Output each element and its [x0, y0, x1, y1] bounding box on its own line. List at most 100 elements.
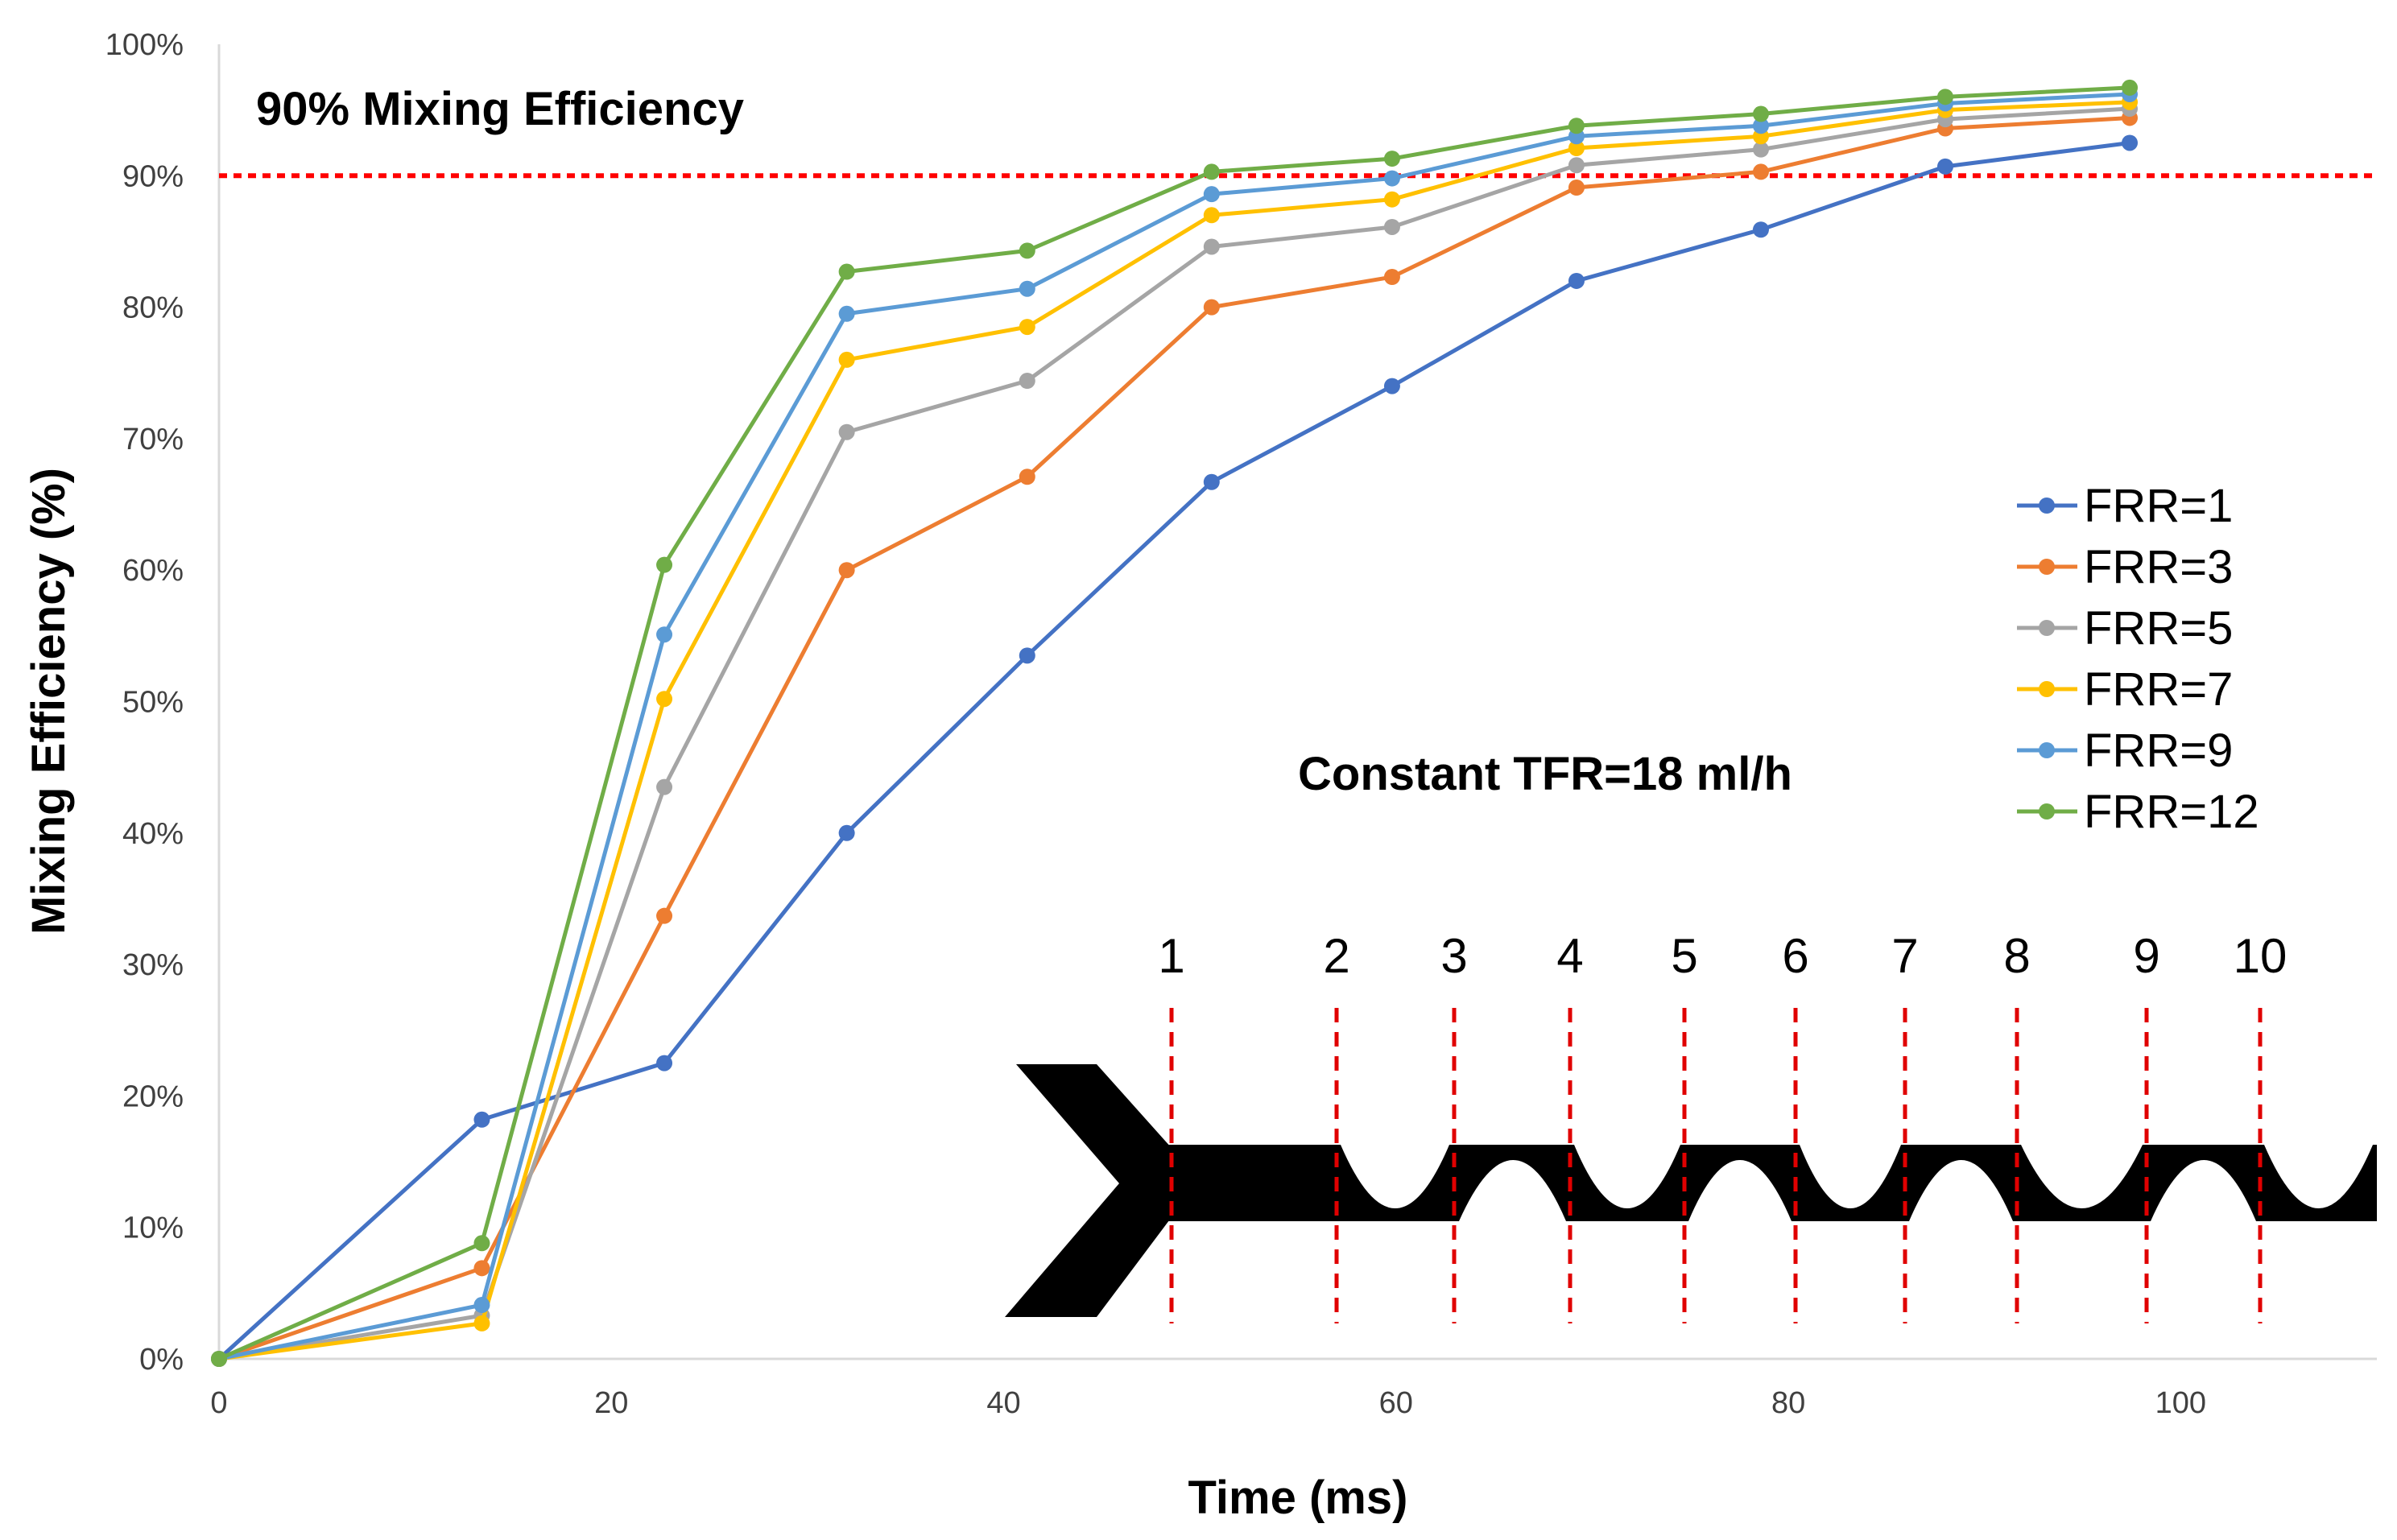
data-point	[1383, 151, 1400, 167]
data-point	[1019, 319, 1035, 336]
legend-label: FRR=12	[2084, 786, 2259, 838]
data-point	[838, 423, 855, 440]
legend-label: FRR=5	[2084, 602, 2233, 654]
position-marker-label: 4	[1556, 929, 1583, 983]
y-tick-label: 100%	[105, 28, 184, 62]
series-frr-1	[211, 134, 2139, 1367]
position-marker-label: 6	[1782, 929, 1808, 983]
x-tick-label: 0	[210, 1386, 227, 1420]
data-point	[1383, 218, 1400, 235]
data-point	[1203, 473, 1220, 490]
x-tick-label: 20	[594, 1386, 628, 1420]
position-markers: 1 2 3 4 5 6 7 8 9 10	[1158, 929, 2287, 1323]
data-point	[838, 351, 855, 368]
y-tick-label: 80%	[122, 291, 184, 325]
x-tick-labels: 0 20 40 60 80 100	[210, 1386, 2206, 1420]
position-marker-label: 7	[1891, 929, 1918, 983]
legend-swatch-marker	[2039, 803, 2055, 820]
data-point	[473, 1260, 490, 1277]
data-point	[473, 1111, 490, 1128]
data-point	[1568, 118, 1585, 134]
data-point	[1203, 238, 1220, 255]
data-point	[473, 1297, 490, 1314]
data-point	[2122, 134, 2139, 151]
position-marker-label: 9	[2133, 929, 2159, 983]
legend-swatch-marker	[2039, 742, 2055, 758]
data-point	[1752, 221, 1769, 238]
legend-item-frr-12: FRR=12	[2017, 786, 2259, 838]
legend-swatch-marker	[2039, 498, 2055, 514]
x-tick-label: 60	[1379, 1386, 1413, 1420]
legend-swatch-marker	[2039, 620, 2055, 636]
data-point	[211, 1351, 227, 1367]
y-tick-label: 20%	[122, 1080, 184, 1113]
data-point	[1383, 191, 1400, 208]
data-point	[1383, 378, 1400, 394]
data-point	[1203, 299, 1220, 316]
data-point	[1203, 163, 1220, 180]
channel-cutouts	[1341, 1145, 2373, 1221]
data-point	[2122, 79, 2139, 96]
data-point	[1019, 280, 1035, 297]
y-tick-labels: 0% 10% 20% 30% 40% 50% 60% 70% 80% 90% 100%	[105, 28, 184, 1377]
data-point	[1568, 140, 1585, 157]
data-point	[656, 907, 673, 924]
position-marker-label: 5	[1671, 929, 1697, 983]
position-marker-label: 10	[2234, 929, 2287, 983]
legend-item-frr-3: FRR=3	[2017, 541, 2233, 593]
legend-label: FRR=9	[2084, 725, 2233, 777]
series-frr-12	[211, 79, 2139, 1367]
data-point	[838, 824, 855, 841]
data-point	[1752, 141, 1769, 158]
data-point	[1019, 373, 1035, 390]
legend-item-frr-9: FRR=9	[2017, 725, 2233, 777]
legend-label: FRR=7	[2084, 663, 2233, 716]
y-tick-label: 60%	[122, 554, 184, 588]
position-marker-label: 3	[1440, 929, 1467, 983]
legend-item-frr-7: FRR=7	[2017, 663, 2233, 716]
x-axis-title: Time (ms)	[1188, 1472, 1408, 1524]
data-point	[838, 305, 855, 322]
micromixer-channel-diagram: 1 2 3 4 5 6 7 8 9 10	[1005, 929, 2377, 1323]
data-point	[1203, 186, 1220, 203]
data-point	[1752, 163, 1769, 180]
data-point	[1752, 118, 1769, 134]
legend-swatch-marker	[2039, 681, 2055, 697]
data-point	[1019, 647, 1035, 664]
y-tick-label: 40%	[122, 817, 184, 851]
data-point	[656, 691, 673, 708]
y-tick-label: 10%	[122, 1212, 184, 1245]
data-point	[1383, 269, 1400, 286]
data-point	[1937, 158, 1953, 175]
data-point	[1203, 207, 1220, 224]
data-point	[656, 626, 673, 643]
data-point	[473, 1235, 490, 1252]
data-point	[473, 1315, 490, 1332]
reference-line-label: 90% Mixing Efficiency	[256, 83, 744, 135]
y-tick-label: 30%	[122, 948, 184, 982]
position-marker-label: 2	[1323, 929, 1349, 983]
data-point	[1568, 157, 1585, 174]
data-point	[656, 556, 673, 573]
y-tick-label: 50%	[122, 686, 184, 720]
legend-item-frr-1: FRR=1	[2017, 480, 2233, 532]
position-marker-label: 1	[1158, 929, 1184, 983]
data-point	[656, 1055, 673, 1071]
x-tick-label: 80	[1771, 1386, 1805, 1420]
legend-swatch-marker	[2039, 559, 2055, 575]
legend-label: FRR=1	[2084, 480, 2233, 532]
data-point	[1383, 170, 1400, 187]
x-tick-label: 40	[986, 1386, 1020, 1420]
tfr-annotation: Constant TFR=18 ml/h	[1298, 748, 1792, 800]
y-axis-title: Mixing Efficiency (%)	[23, 468, 75, 935]
legend-label: FRR=3	[2084, 541, 2233, 593]
data-point	[1937, 89, 1953, 105]
data-point	[838, 562, 855, 579]
data-point	[1568, 272, 1585, 289]
y-tick-label: 0%	[139, 1343, 184, 1377]
legend-item-frr-5: FRR=5	[2017, 602, 2233, 654]
inlet-chevron	[1005, 1064, 1172, 1317]
data-point	[1019, 469, 1035, 485]
legend: FRR=1 FRR=3 FRR=5 FRR=7 FRR=9 FRR=12	[2017, 480, 2259, 838]
